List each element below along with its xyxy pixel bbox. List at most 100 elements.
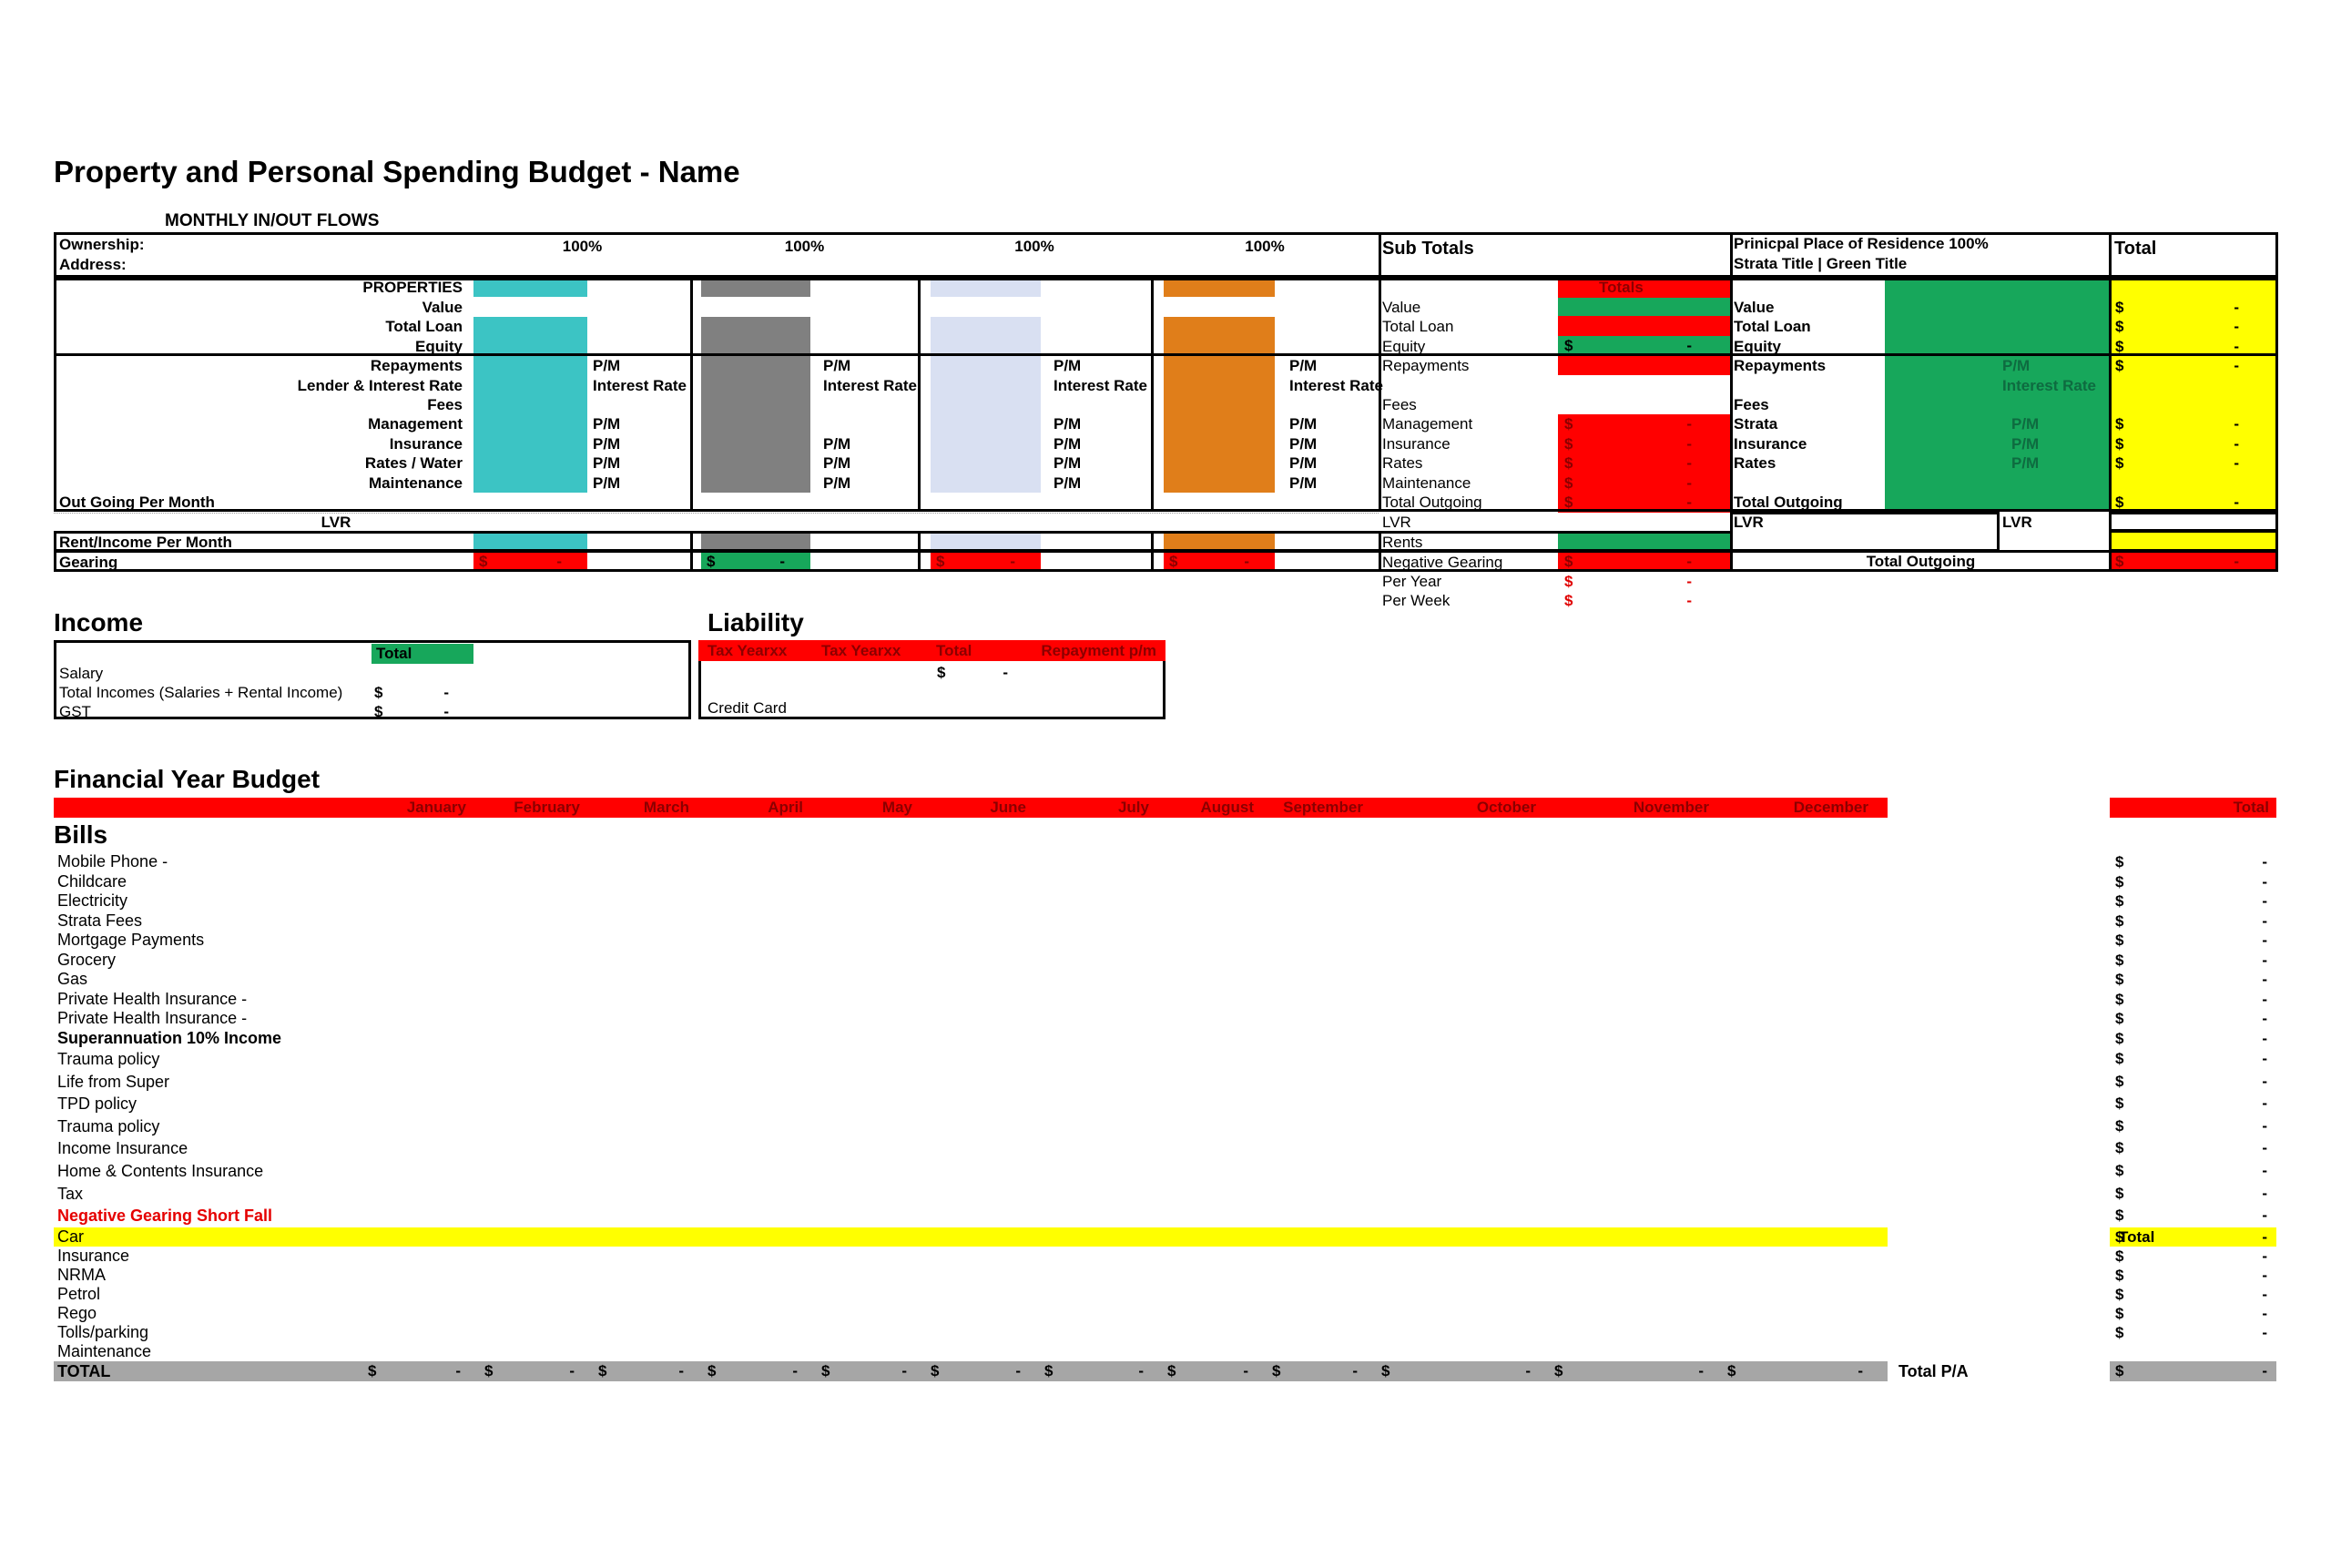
currency: $ <box>1564 573 1573 590</box>
amount: - <box>779 553 785 570</box>
bills-list-group3: Car Insurance NRMA Petrol Rego Tolls/parking M… <box>57 1227 151 1361</box>
liability-heading: Liability <box>707 608 804 636</box>
grand-total-amount: $ - <box>2110 1361 2276 1381</box>
total-insurance-amount: $ - <box>2109 434 2277 454</box>
amount: - <box>2262 1029 2267 1047</box>
p2-ownership-pct: 100% <box>784 238 825 255</box>
amount: - <box>1686 494 1692 511</box>
row-label-properties: PROPERTIES <box>362 279 463 296</box>
amount: - <box>443 684 449 701</box>
ppor-label-rates: Rates <box>1734 454 1776 472</box>
p4-interest-rate-label: Interest Rate <box>1289 377 1383 394</box>
currency: $ <box>2115 357 2124 374</box>
income-total-incomes-amount: $ - <box>369 683 460 703</box>
total-col-heading: Total <box>2114 239 2157 259</box>
amount: - <box>2234 553 2239 570</box>
p3-interest-rate-label: Interest Rate <box>1054 377 1147 394</box>
bill-label: Grocery <box>57 950 117 969</box>
subtotals-label-negative-gearing: Negative Gearing <box>1382 554 1503 571</box>
bill-label: Mortgage Payments <box>57 931 205 949</box>
subtotals-label-equity: Equity <box>1382 338 1426 355</box>
p4-pm-label: P/M <box>1289 357 1318 374</box>
bill-total-amount: $ - <box>2110 1323 2276 1342</box>
income-box <box>54 640 691 719</box>
currency: $ <box>2115 1207 2124 1225</box>
subtotals-loan-cell <box>1558 316 1730 336</box>
bill-label: Trauma policy <box>57 1116 160 1135</box>
amount: - <box>2262 951 2267 969</box>
ppor-label-repayments: Repayments <box>1734 357 1827 374</box>
currency: $ <box>2115 454 2124 472</box>
bill-total-amount: $ - <box>2110 1048 2276 1071</box>
amount: - <box>2262 892 2267 910</box>
income-label-salary: Salary <box>59 665 104 682</box>
amount: - <box>1010 553 1015 570</box>
ppor-label-total-loan: Total Loan <box>1734 318 1811 335</box>
total-repayments-amount: $ - <box>2109 356 2277 376</box>
bill-total-amount: $ - <box>2110 1137 2276 1160</box>
cell-fill-p1-expenses <box>473 356 587 493</box>
amount: - <box>2262 1010 2267 1027</box>
p1-pm-label: P/M <box>593 357 621 374</box>
subtotals-label-lvr: LVR <box>1382 514 1411 531</box>
amount: - <box>2262 911 2267 930</box>
currency: $ <box>484 1362 494 1380</box>
ppor-interest-rate-label: Interest Rate <box>2002 377 2096 394</box>
row-label-value: Value <box>422 299 463 316</box>
cell-fill-ppor-pm-col <box>1997 278 2109 512</box>
total-row-label: TOTAL <box>57 1362 111 1380</box>
currency: $ <box>936 553 945 570</box>
bill-total-amount: $ - <box>2110 1071 2276 1094</box>
ppor-label-fees: Fees <box>1734 396 1769 413</box>
subtotals-maintenance-amount: $ - <box>1558 473 1730 494</box>
currency: $ <box>2115 1010 2124 1027</box>
total-gearing-amount: $ - <box>2109 553 2277 570</box>
subtotals-rents-cell <box>1558 534 1730 550</box>
cell-fill-p1-properties <box>473 278 587 297</box>
subtotals-equity-cell: $ - <box>1558 336 1730 356</box>
currency: $ <box>2115 553 2124 570</box>
month-header: June <box>990 799 1026 816</box>
total-rates-amount: $ - <box>2109 453 2277 473</box>
month-header: January <box>406 799 466 816</box>
currency: $ <box>2115 853 2124 871</box>
bill-label: Maintenance <box>57 1342 152 1360</box>
subtotals-label-repayments: Repayments <box>1382 357 1470 374</box>
total-outgoing-amount: $ - <box>2109 493 2277 513</box>
row-label-equity: Equity <box>415 338 463 355</box>
currency: $ <box>2115 1139 2124 1157</box>
grid-line <box>54 353 2278 356</box>
currency: $ <box>1564 592 1573 609</box>
cell-fill-p4-expenses <box>1164 356 1275 493</box>
subtotals-repayments-cell <box>1558 355 1730 375</box>
header-box <box>54 232 2278 278</box>
p2-interest-rate-label: Interest Rate <box>823 377 917 394</box>
cell-fill-p4-loan-equity <box>1164 317 1275 356</box>
gearing-p2-amount: $ - <box>701 553 810 571</box>
bill-total-amount: $ - <box>2110 891 2276 911</box>
amount: - <box>2262 1286 2267 1303</box>
p4-pm-label: P/M <box>1289 474 1318 492</box>
subtotals-totals-cell: Totals <box>1558 278 1730 298</box>
amount: - <box>2234 435 2239 453</box>
currency: $ <box>2115 299 2124 316</box>
cell-fill-p2-properties <box>701 278 810 297</box>
currency: $ <box>2115 932 2124 949</box>
month-header: December <box>1793 799 1868 816</box>
bill-total-amount: $ - <box>2110 1009 2276 1029</box>
subtotals-label-value: Value <box>1382 299 1421 316</box>
grid-line <box>54 513 1379 514</box>
bill-total-amount: $ - <box>2110 931 2276 951</box>
bill-total-amount: $ - <box>2110 1205 2276 1227</box>
total-strata-amount: $ - <box>2109 414 2277 434</box>
month-total-amount: $ - <box>1543 1361 1716 1381</box>
cell-fill-p3-properties <box>931 278 1041 297</box>
ppor-label-insurance: Insurance <box>1734 435 1807 453</box>
bill-label: Life from Super <box>57 1072 170 1091</box>
amount: - <box>2262 1267 2267 1284</box>
month-header: May <box>881 799 912 816</box>
liability-credit-card-label: Credit Card <box>707 699 787 717</box>
ppor-pm-label: P/M <box>2011 454 2040 472</box>
subtotals-label-management: Management <box>1382 415 1473 433</box>
amount: - <box>1138 1362 1144 1380</box>
